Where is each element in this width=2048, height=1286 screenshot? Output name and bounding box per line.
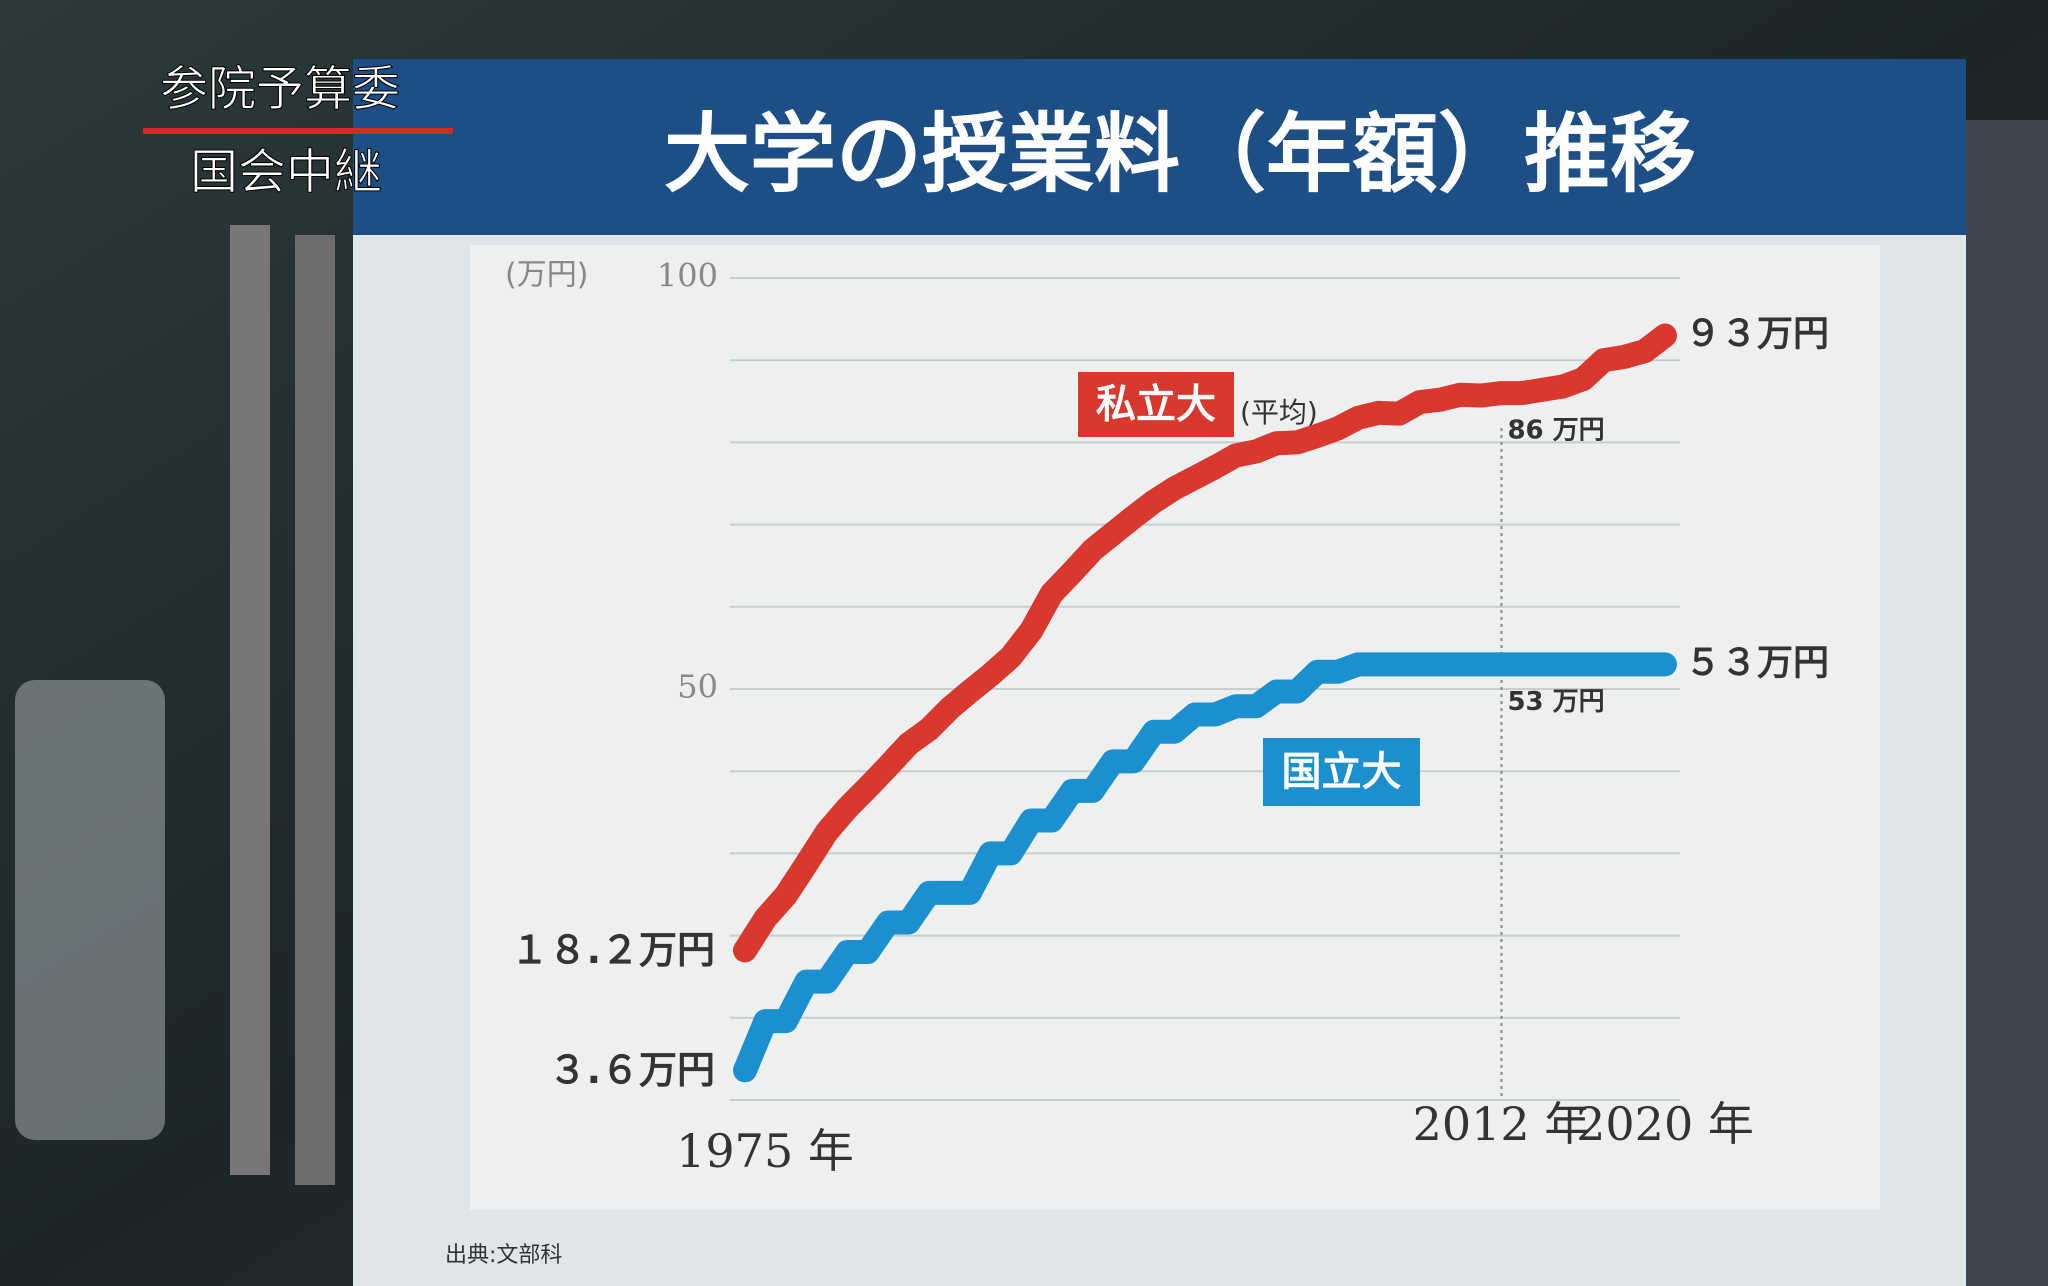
value-label: 53 万円 (1507, 687, 1604, 717)
x-tick-label: 2012 年 (1413, 1097, 1591, 1151)
y-unit: (万円) (505, 258, 588, 293)
program-label: 参院予算委 (160, 61, 400, 117)
caption-label: 国会中継 (190, 144, 382, 200)
chart-title: 大学の授業料（年額）推移 (664, 104, 1696, 204)
value-label: ３.６万円 (549, 1048, 715, 1092)
microphone-stand (230, 225, 270, 1175)
microphone-stand (295, 235, 335, 1185)
series-line (733, 323, 1677, 963)
series-line (733, 652, 1677, 1083)
legend-label: 私立大 (1096, 382, 1216, 428)
value-label: ９３万円 (1685, 314, 1829, 355)
program-underline (143, 128, 453, 134)
value-label: ５３万円 (1685, 642, 1829, 683)
person-edge (1966, 120, 2048, 1286)
value-label: 86 万円 (1507, 416, 1604, 446)
title-bar (353, 59, 1966, 239)
legend-note: (平均) (1240, 396, 1318, 429)
legend-box (1263, 738, 1420, 806)
x-tick-label: 1975 年 (676, 1124, 854, 1178)
source: 出典:文部科 (445, 1243, 562, 1268)
legend-label: 国立大 (1282, 749, 1402, 795)
legend-box (1078, 372, 1234, 437)
y-tick-label: 50 (677, 668, 718, 706)
water-bottle (15, 680, 165, 1140)
x-tick-label: 2020 年 (1576, 1097, 1754, 1151)
y-tick-label: 100 (657, 257, 718, 295)
value-label: １８.２万円 (511, 928, 715, 972)
